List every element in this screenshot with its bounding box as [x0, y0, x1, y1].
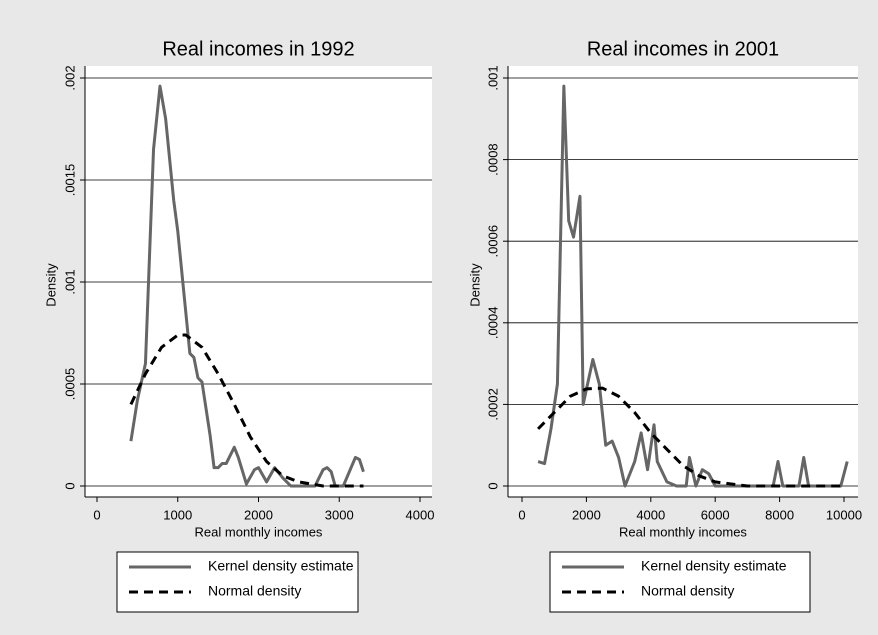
y-tick-label: .001: [62, 269, 77, 294]
y-tick-label: .0002: [485, 388, 500, 421]
legend-label: Normal density: [208, 583, 301, 599]
x-axis-title: Real monthly incomes: [195, 524, 323, 539]
y-tick-label: .0005: [62, 368, 77, 401]
x-tick-label: 6000: [701, 507, 730, 522]
y-tick-label: 0: [485, 482, 500, 489]
x-axis-title: Real monthly incomes: [619, 524, 747, 539]
legend-box: [116, 551, 359, 613]
y-tick-label: 0: [62, 482, 77, 489]
x-tick-label: 4000: [406, 507, 435, 522]
density-line: [129, 84, 365, 488]
legend-label: Kernel density estimate: [641, 558, 787, 574]
y-tick-label: .0004: [485, 307, 500, 340]
x-tick-label: 10000: [826, 507, 862, 522]
plot-area: [85, 66, 432, 497]
y-tick-label: .002: [62, 65, 77, 90]
y-tick-label: .001: [485, 65, 500, 90]
density-line: [129, 333, 364, 488]
x-tick-label: 0: [518, 507, 525, 522]
y-tick-label: .0008: [485, 143, 500, 176]
legend-box: [549, 551, 811, 613]
y-tick-label: .0015: [62, 164, 77, 197]
density-line: [537, 84, 849, 488]
x-tick-label: 2000: [572, 507, 601, 522]
y-axis-title: Density: [43, 263, 58, 307]
chart-title: Real incomes in 2001: [587, 38, 779, 60]
legend-label: Normal density: [641, 583, 734, 599]
y-axis-title: Density: [467, 263, 482, 307]
legend-label: Kernel density estimate: [208, 558, 354, 574]
density-line: [537, 386, 844, 488]
y-tick-label: .0006: [485, 225, 500, 258]
x-tick-label: 4000: [636, 507, 665, 522]
x-tick-label: 3000: [325, 507, 354, 522]
x-tick-label: 2000: [244, 507, 273, 522]
x-tick-label: 8000: [765, 507, 794, 522]
chart-title: Real incomes in 1992: [162, 38, 354, 60]
x-tick-label: 1000: [163, 507, 192, 522]
x-tick-label: 0: [93, 507, 100, 522]
